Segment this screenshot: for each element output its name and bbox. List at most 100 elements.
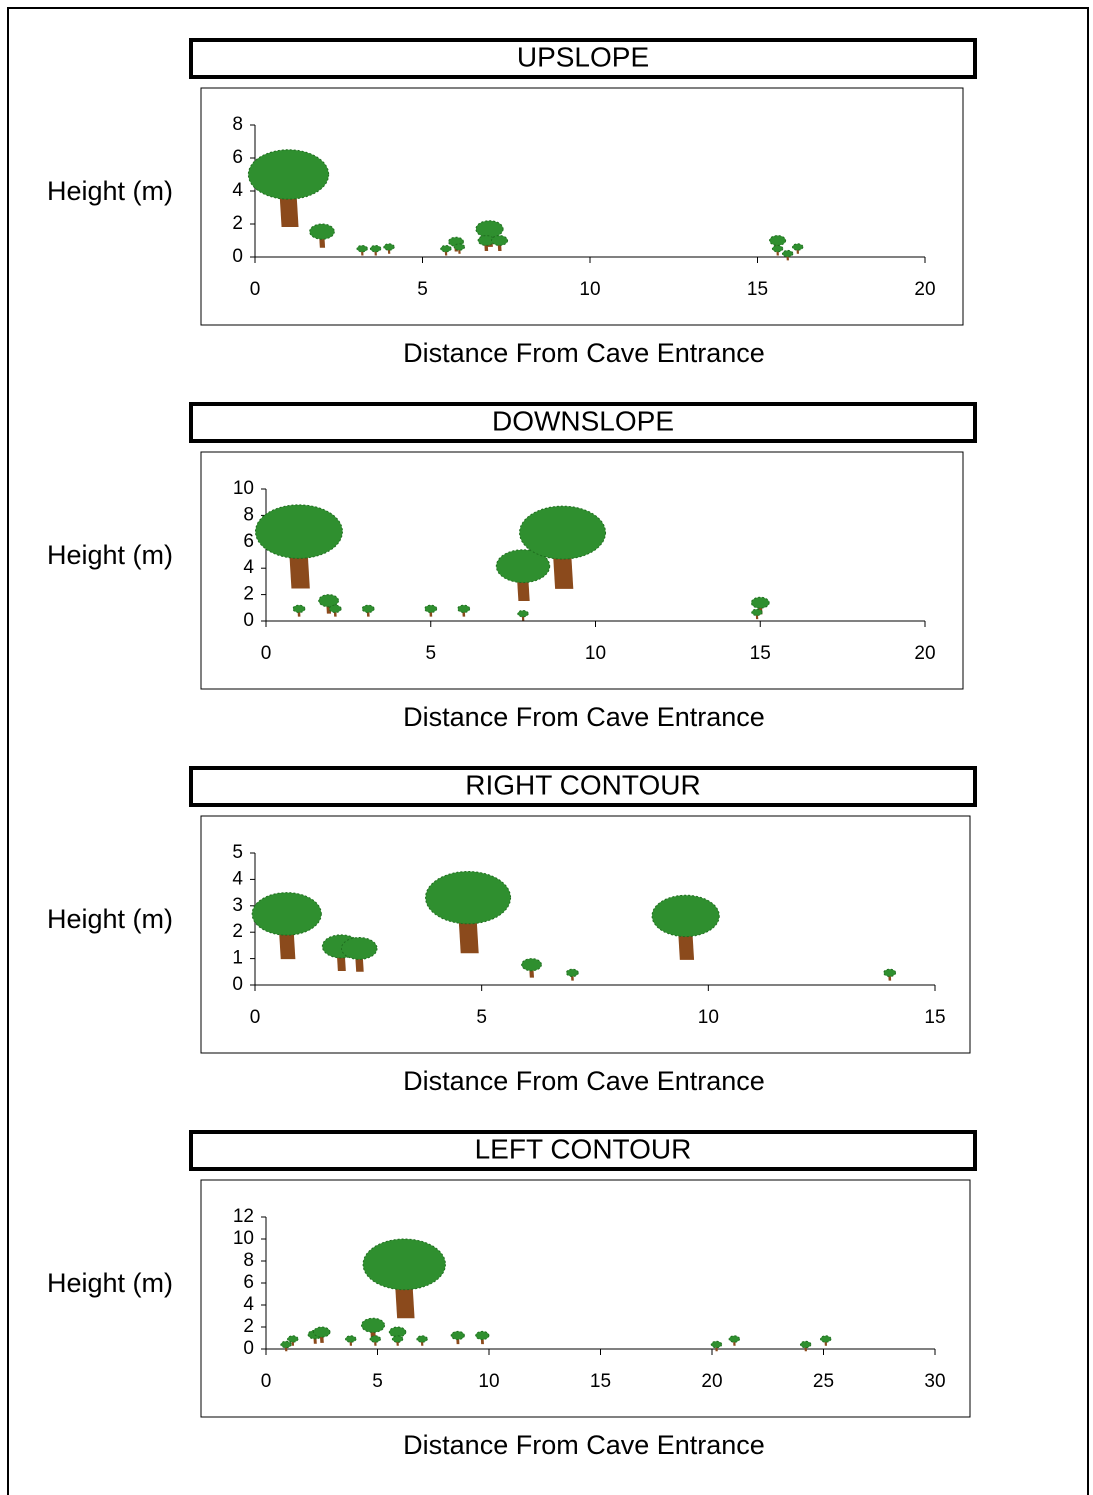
tree-canopy xyxy=(319,595,339,607)
y-tick-label: 6 xyxy=(243,531,254,552)
tree-canopy xyxy=(288,1336,298,1342)
tree-canopy xyxy=(346,1336,356,1342)
tree-canopy xyxy=(252,893,321,936)
tree-canopy xyxy=(711,1341,721,1347)
y-axis-label: Height (m) xyxy=(47,540,173,570)
y-tick-label: 2 xyxy=(232,921,243,942)
tree-canopy xyxy=(357,245,367,251)
x-tick-label: 10 xyxy=(585,643,606,664)
y-tick-label: 2 xyxy=(243,1316,254,1337)
x-tick-label: 5 xyxy=(372,1371,383,1392)
tree-canopy xyxy=(426,871,511,923)
tree-canopy xyxy=(417,1336,427,1342)
y-tick-label: 4 xyxy=(243,557,254,578)
tree-canopy xyxy=(454,244,464,250)
x-tick-label: 0 xyxy=(250,279,261,300)
tree-canopy xyxy=(281,1341,291,1347)
x-tick-label: 10 xyxy=(478,1371,499,1392)
tree-canopy xyxy=(363,1239,445,1290)
page: UPSLOPE Height (m) Distance From Cave Entr… xyxy=(0,0,1093,1495)
tree-canopy xyxy=(451,1331,464,1339)
tree-canopy xyxy=(248,150,328,199)
y-tick-label: 10 xyxy=(233,1228,254,1249)
tree-canopy xyxy=(782,250,792,256)
x-tick-label: 20 xyxy=(914,279,935,300)
y-axis-label: Height (m) xyxy=(47,176,173,206)
y-tick-label: 4 xyxy=(232,868,243,889)
plot-box xyxy=(201,816,970,1053)
y-tick-label: 2 xyxy=(243,584,254,605)
tree-canopy xyxy=(370,245,380,251)
x-tick-label: 15 xyxy=(924,1007,945,1028)
y-tick-label: 5 xyxy=(232,842,243,863)
tree-canopy xyxy=(800,1341,810,1347)
tree-canopy xyxy=(341,937,377,959)
x-tick-label: 0 xyxy=(261,1371,272,1392)
tree-canopy xyxy=(441,245,451,251)
plot-box xyxy=(201,1180,970,1417)
x-tick-label: 15 xyxy=(750,643,771,664)
y-tick-label: 6 xyxy=(243,1272,254,1293)
tree-canopy xyxy=(329,605,341,612)
tree-canopy xyxy=(458,605,470,612)
tree-canopy xyxy=(520,506,606,559)
tree-canopy xyxy=(362,1318,385,1332)
tree-canopy xyxy=(522,959,542,971)
y-axis-label: Height (m) xyxy=(47,1268,173,1298)
y-axis-label: Height (m) xyxy=(47,904,173,934)
x-tick-label: 10 xyxy=(579,279,600,300)
y-tick-label: 4 xyxy=(243,1294,254,1315)
y-tick-label: 0 xyxy=(243,610,254,631)
tree-canopy xyxy=(492,236,508,246)
tree-canopy xyxy=(518,610,528,616)
x-axis-label: Distance From Cave Entrance xyxy=(403,702,765,732)
x-tick-label: 5 xyxy=(476,1007,487,1028)
tree-canopy xyxy=(793,244,803,250)
x-axis-label: Distance From Cave Entrance xyxy=(403,1430,765,1460)
tree-canopy xyxy=(652,895,719,936)
tree-canopy xyxy=(566,969,578,976)
y-tick-label: 12 xyxy=(233,1206,254,1227)
y-tick-label: 8 xyxy=(232,114,243,135)
tree-canopy xyxy=(821,1336,831,1342)
x-tick-label: 5 xyxy=(417,279,428,300)
y-tick-label: 8 xyxy=(243,504,254,525)
tree-canopy xyxy=(729,1336,739,1342)
tree-canopy xyxy=(884,969,896,976)
y-tick-label: 3 xyxy=(232,895,243,916)
y-tick-label: 6 xyxy=(232,147,243,168)
y-tick-label: 2 xyxy=(232,213,243,234)
x-axis-label: Distance From Cave Entrance xyxy=(403,1066,765,1096)
x-tick-label: 0 xyxy=(261,643,272,664)
x-tick-label: 20 xyxy=(701,1371,722,1392)
chart-title: DOWNSLOPE xyxy=(492,405,674,436)
tree-canopy xyxy=(310,224,335,239)
tree-canopy xyxy=(476,221,503,238)
x-tick-label: 5 xyxy=(425,643,436,664)
tree-canopy xyxy=(314,1327,330,1337)
chart-title: RIGHT CONTOUR xyxy=(465,769,700,800)
x-tick-label: 15 xyxy=(747,279,768,300)
chart-title: UPSLOPE xyxy=(517,41,649,72)
x-tick-label: 30 xyxy=(924,1371,945,1392)
x-tick-label: 25 xyxy=(813,1371,834,1392)
y-tick-label: 10 xyxy=(233,478,254,499)
y-tick-label: 8 xyxy=(243,1250,254,1271)
tree-canopy xyxy=(770,236,786,246)
y-tick-label: 4 xyxy=(232,180,243,201)
x-tick-label: 20 xyxy=(914,643,935,664)
tree-canopy xyxy=(772,245,782,251)
y-tick-label: 0 xyxy=(232,246,243,267)
tree-canopy xyxy=(384,244,394,250)
chart-title: LEFT CONTOUR xyxy=(475,1133,692,1164)
y-tick-label: 0 xyxy=(243,1338,254,1359)
tree-canopy xyxy=(370,1336,380,1342)
tree-canopy xyxy=(476,1331,489,1339)
x-tick-label: 10 xyxy=(698,1007,719,1028)
tree-canopy xyxy=(293,605,305,612)
y-tick-label: 1 xyxy=(232,948,243,969)
tree-canopy xyxy=(392,1336,402,1342)
x-axis-label: Distance From Cave Entrance xyxy=(403,338,765,368)
tree-canopy xyxy=(752,609,762,615)
tree-canopy xyxy=(751,597,769,608)
